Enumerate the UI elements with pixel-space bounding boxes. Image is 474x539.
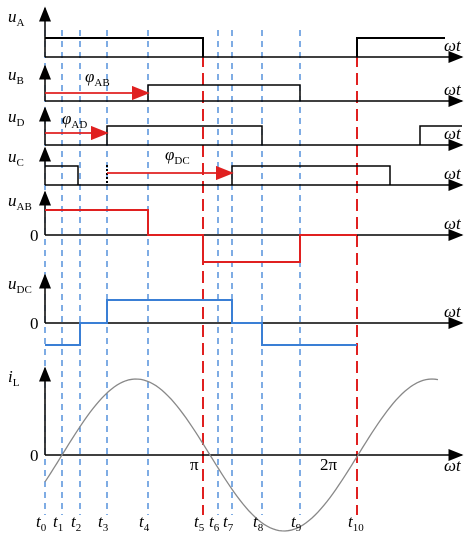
time-label-sub: 1 — [58, 522, 64, 534]
time-label-main: t — [98, 512, 104, 531]
row-label-sub: C — [17, 157, 24, 169]
axis-label: ωt — [444, 456, 462, 475]
time-label: t1 — [53, 512, 63, 534]
row-label-main: i — [8, 367, 13, 386]
zero-label: 0 — [30, 226, 39, 245]
phase-label-main: φ — [85, 67, 94, 86]
row-label-main: u — [8, 191, 17, 210]
waveform — [231, 165, 391, 185]
time-label: t7 — [223, 512, 234, 534]
row-label-main: u — [8, 65, 17, 84]
time-label: t6 — [209, 512, 220, 534]
time-label-sub: 7 — [228, 522, 234, 534]
row-label-main: u — [8, 7, 17, 26]
axis-label: ωt — [444, 164, 462, 183]
time-label: t0 — [36, 512, 47, 534]
row-label-sub: D — [17, 117, 25, 129]
time-label: t8 — [253, 512, 264, 534]
time-label-main: t — [71, 512, 77, 531]
time-label-sub: 4 — [144, 522, 150, 534]
row-label-sub: AB — [17, 201, 32, 213]
time-label-sub: 9 — [296, 522, 302, 534]
zero-label: 0 — [30, 446, 39, 465]
row-label-main: u — [8, 107, 17, 126]
waveform — [147, 84, 301, 101]
row-label: uB — [8, 65, 24, 87]
time-label-sub: 8 — [258, 522, 264, 534]
row-label: uC — [8, 147, 24, 169]
time-label-sub: 10 — [353, 522, 365, 534]
time-label-sub: 6 — [214, 522, 220, 534]
time-label: t9 — [291, 512, 302, 534]
time-label-sub: 5 — [199, 522, 205, 534]
phase-label-sub: AB — [94, 77, 109, 89]
axis-label: ωt — [444, 36, 462, 55]
time-label-main: t — [36, 512, 42, 531]
time-label: t4 — [139, 512, 150, 534]
phase-label: φDC — [165, 145, 190, 167]
waveform — [45, 299, 357, 346]
waveform — [45, 209, 357, 263]
phase-label-sub: DC — [174, 155, 189, 167]
axis-label: ωt — [444, 80, 462, 99]
time-label-main: t — [253, 512, 259, 531]
row-label: uDC — [8, 274, 32, 296]
row-label: iL — [8, 367, 20, 389]
time-label: t3 — [98, 512, 109, 534]
time-label-main: t — [139, 512, 145, 531]
time-label-sub: 3 — [103, 522, 109, 534]
waveform — [45, 165, 79, 185]
axis-label: ωt — [444, 214, 462, 233]
phase-label-sub: AD — [71, 119, 87, 131]
row-label-sub: DC — [17, 284, 32, 296]
row-label-sub: B — [17, 75, 24, 87]
time-label-main: t — [291, 512, 297, 531]
row-label: uAB — [8, 191, 32, 213]
row-label-main: u — [8, 274, 17, 293]
time-label-main: t — [53, 512, 59, 531]
axis-label: ωt — [444, 124, 462, 143]
time-label: t10 — [348, 512, 364, 534]
angle-label: 2π — [320, 455, 338, 474]
angle-label: π — [190, 455, 199, 474]
time-label: t2 — [71, 512, 81, 534]
phase-label: φAB — [85, 67, 110, 89]
row-label-sub: A — [17, 17, 25, 29]
waveform — [45, 37, 204, 57]
phase-label: φAD — [62, 109, 87, 131]
time-label-main: t — [194, 512, 200, 531]
phase-label-main: φ — [165, 145, 174, 164]
phase-label-main: φ — [62, 109, 71, 128]
zero-label: 0 — [30, 314, 39, 333]
waveform — [106, 125, 263, 145]
time-label-main: t — [209, 512, 215, 531]
time-label-main: t — [223, 512, 229, 531]
time-label-main: t — [348, 512, 354, 531]
axis-label: ωt — [444, 302, 462, 321]
time-label: t5 — [194, 512, 205, 534]
time-label-sub: 2 — [76, 522, 82, 534]
waveform — [44, 378, 439, 532]
waveform — [356, 37, 445, 57]
row-label: uA — [8, 7, 25, 29]
row-label: uD — [8, 107, 25, 129]
waveform — [419, 125, 462, 145]
row-label-sub: L — [13, 377, 20, 389]
row-label-main: u — [8, 147, 17, 166]
time-label-sub: 0 — [41, 522, 47, 534]
